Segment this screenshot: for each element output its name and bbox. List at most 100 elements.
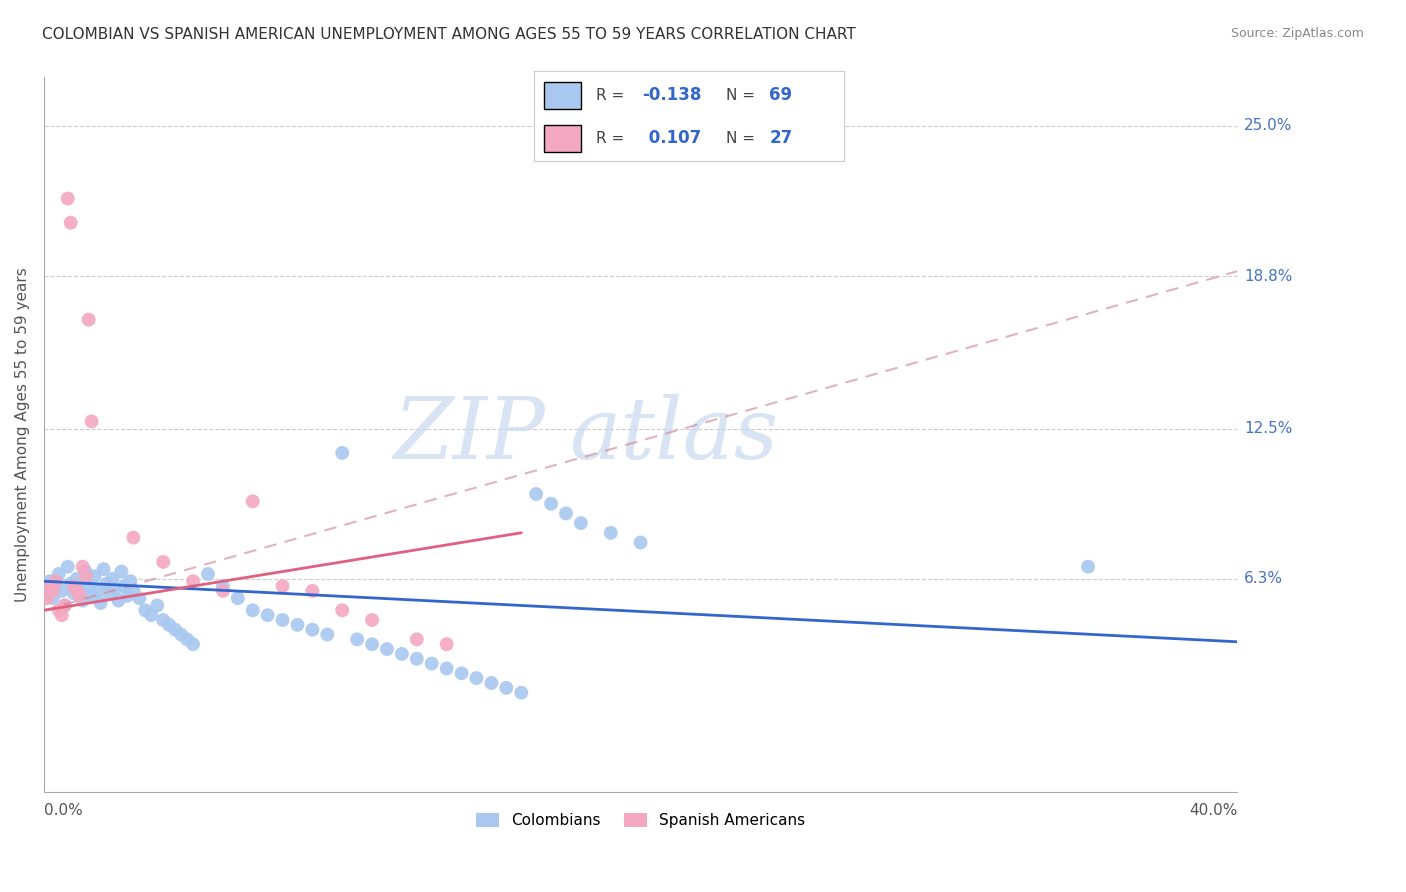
Point bbox=[141, 608, 163, 623]
Text: Source: ZipAtlas.com: Source: ZipAtlas.com bbox=[1230, 27, 1364, 40]
Point bbox=[62, 586, 84, 600]
Point bbox=[42, 583, 65, 598]
Point bbox=[134, 603, 156, 617]
Point bbox=[599, 525, 621, 540]
Text: N =: N = bbox=[725, 88, 759, 103]
Point bbox=[56, 559, 79, 574]
Point bbox=[98, 586, 121, 600]
Point bbox=[35, 583, 58, 598]
Point bbox=[96, 576, 118, 591]
Point bbox=[375, 642, 398, 657]
Text: 0.0%: 0.0% bbox=[44, 803, 83, 818]
Point bbox=[152, 555, 174, 569]
Text: ZIP: ZIP bbox=[394, 393, 546, 476]
Text: 40.0%: 40.0% bbox=[1189, 803, 1237, 818]
Point bbox=[391, 647, 413, 661]
Point bbox=[510, 686, 533, 700]
Point bbox=[80, 414, 103, 428]
Text: -0.138: -0.138 bbox=[643, 87, 702, 104]
Point bbox=[197, 566, 219, 581]
Point bbox=[330, 603, 353, 617]
FancyBboxPatch shape bbox=[544, 125, 581, 152]
Point bbox=[51, 608, 73, 623]
Text: COLOMBIAN VS SPANISH AMERICAN UNEMPLOYMENT AMONG AGES 55 TO 59 YEARS CORRELATION: COLOMBIAN VS SPANISH AMERICAN UNEMPLOYME… bbox=[42, 27, 856, 42]
Point bbox=[107, 593, 129, 607]
Point bbox=[630, 535, 652, 549]
Point bbox=[110, 565, 132, 579]
Point bbox=[481, 676, 503, 690]
Text: 69: 69 bbox=[769, 87, 793, 104]
Point bbox=[465, 671, 488, 685]
Text: R =: R = bbox=[596, 131, 630, 145]
Point bbox=[114, 579, 136, 593]
Point bbox=[146, 599, 169, 613]
FancyBboxPatch shape bbox=[544, 82, 581, 109]
Text: 12.5%: 12.5% bbox=[1244, 421, 1292, 436]
Point bbox=[1077, 559, 1099, 574]
Text: 6.3%: 6.3% bbox=[1244, 571, 1284, 586]
Point bbox=[90, 596, 112, 610]
Point bbox=[86, 583, 108, 598]
Point bbox=[226, 591, 249, 606]
Point bbox=[301, 583, 323, 598]
Point bbox=[212, 579, 235, 593]
Point bbox=[256, 608, 278, 623]
Point bbox=[301, 623, 323, 637]
Point bbox=[53, 599, 76, 613]
Point bbox=[495, 681, 517, 695]
Point bbox=[450, 666, 472, 681]
Point bbox=[181, 574, 204, 589]
Point bbox=[271, 613, 294, 627]
Point bbox=[157, 617, 180, 632]
Point bbox=[48, 566, 70, 581]
Text: 27: 27 bbox=[769, 129, 793, 147]
Point bbox=[72, 593, 94, 607]
Point bbox=[436, 661, 458, 675]
Text: 25.0%: 25.0% bbox=[1244, 119, 1292, 134]
Point bbox=[212, 583, 235, 598]
Point bbox=[56, 192, 79, 206]
Point bbox=[48, 603, 70, 617]
Point bbox=[420, 657, 443, 671]
Text: 0.107: 0.107 bbox=[643, 129, 700, 147]
Point bbox=[69, 582, 91, 596]
Point bbox=[271, 579, 294, 593]
Point bbox=[59, 216, 82, 230]
Point bbox=[80, 589, 103, 603]
Text: R =: R = bbox=[596, 88, 630, 103]
Point bbox=[93, 562, 115, 576]
Point bbox=[45, 579, 67, 593]
Point bbox=[53, 599, 76, 613]
Point bbox=[346, 632, 368, 647]
Point bbox=[152, 613, 174, 627]
Point bbox=[45, 574, 67, 589]
Text: N =: N = bbox=[725, 131, 759, 145]
Point bbox=[59, 576, 82, 591]
Point bbox=[330, 446, 353, 460]
Point bbox=[66, 583, 89, 598]
Point bbox=[101, 572, 124, 586]
Text: atlas: atlas bbox=[569, 393, 778, 476]
Point bbox=[170, 627, 193, 641]
Point bbox=[42, 591, 65, 606]
Point bbox=[361, 613, 384, 627]
Point bbox=[104, 582, 127, 596]
Point bbox=[38, 574, 60, 589]
Point bbox=[287, 617, 309, 632]
Point bbox=[62, 579, 84, 593]
Point bbox=[405, 632, 427, 647]
Point bbox=[436, 637, 458, 651]
Point bbox=[77, 312, 100, 326]
Point bbox=[405, 652, 427, 666]
Point bbox=[75, 569, 97, 583]
Legend: Colombians, Spanish Americans: Colombians, Spanish Americans bbox=[470, 807, 811, 834]
Point bbox=[361, 637, 384, 651]
Point bbox=[83, 569, 105, 583]
Point bbox=[122, 583, 145, 598]
Point bbox=[69, 589, 91, 603]
Point bbox=[165, 623, 187, 637]
Point bbox=[117, 589, 139, 603]
Point bbox=[316, 627, 339, 641]
Point bbox=[555, 507, 578, 521]
Point bbox=[176, 632, 198, 647]
